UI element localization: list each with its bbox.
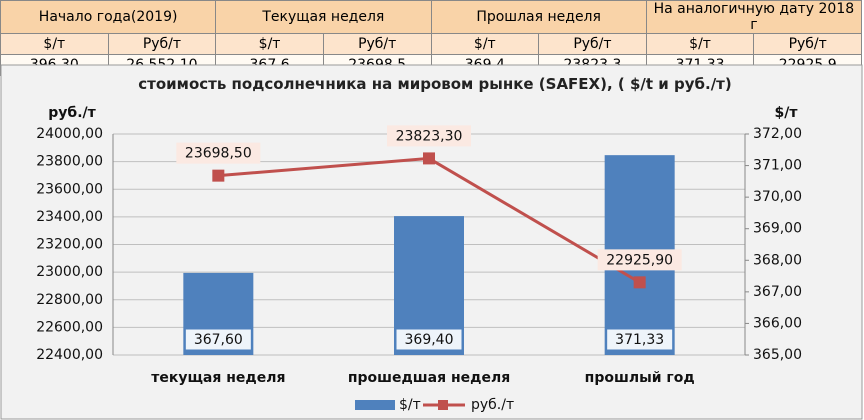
header-cell: Прошлая неделя (430, 0, 647, 34)
header-cell: Текущая неделя (215, 0, 432, 34)
y2-tick-label: 370,00 (753, 189, 802, 205)
data-label-box (184, 328, 252, 351)
legend-swatch (355, 400, 395, 410)
y-tick-label: 24000,00 (36, 126, 103, 142)
y-tick-label: 22600,00 (36, 319, 103, 335)
subheader-cell: Руб/т (538, 33, 647, 55)
y-tick-label: 23200,00 (36, 237, 103, 253)
y-tick-label: 23400,00 (36, 209, 103, 225)
data-label: 367,60 (194, 332, 243, 348)
header-cell: Начало года(2019) (0, 0, 217, 34)
subheader-cell: $/т (215, 33, 324, 55)
legend-swatch (438, 400, 448, 410)
y2-tick-label: 369,00 (753, 221, 802, 237)
subheader-cell: Руб/т (322, 33, 432, 55)
data-label-box (606, 328, 674, 351)
subheader-cell: Руб/т (107, 33, 217, 55)
y-axis-title: руб./т (48, 105, 96, 121)
data-label: 371,33 (615, 332, 664, 348)
line-marker (212, 169, 225, 182)
legend-label: $/т (399, 397, 421, 413)
subheader-cell: $/т (645, 33, 755, 55)
header-cell: На аналогичную дату 2018 г (645, 0, 863, 34)
data-label-box (176, 142, 261, 164)
chart-title: стоимость подсолнечника на мировом рынке… (138, 75, 732, 93)
y2-tick-label: 365,00 (753, 347, 802, 363)
x-tick-label: прошлый год (585, 370, 695, 386)
line-marker (423, 152, 435, 165)
y-tick-label: 22800,00 (36, 292, 103, 308)
y-tick-label: 23800,00 (36, 154, 103, 170)
y-tick-label: 22400,00 (36, 347, 103, 363)
data-label: 23698,50 (185, 146, 252, 162)
subheader-cell: $/т (0, 33, 109, 55)
y-tick-label: 23600,00 (36, 181, 103, 197)
data-label-box (597, 249, 682, 271)
data-label: 369,40 (405, 332, 454, 348)
y2-tick-label: 371,00 (753, 158, 802, 174)
x-tick-label: прошедшая неделя (348, 370, 510, 386)
subheader-cell: Руб/т (753, 33, 862, 55)
y2-axis-title: $/т (775, 105, 799, 121)
data-label: 23823,30 (396, 128, 463, 144)
x-tick-label: текущая неделя (151, 370, 285, 386)
chart: руб./т $/т 22400,00 22600,00 22800,00 23000… (0, 64, 863, 420)
y2-tick-label: 368,00 (753, 252, 802, 268)
y2-tick-label: 367,00 (753, 284, 802, 300)
data-label: 22925,90 (606, 252, 673, 268)
y2-tick-label: 372,00 (753, 126, 802, 142)
line-marker (633, 276, 646, 289)
y2-tick-label: 366,00 (753, 315, 802, 331)
y-tick-label: 23000,00 (36, 264, 103, 280)
legend-label: руб./т (471, 397, 514, 413)
data-label-box (395, 328, 463, 351)
data-label-box (387, 125, 471, 147)
subheader-cell: $/т (430, 33, 540, 55)
